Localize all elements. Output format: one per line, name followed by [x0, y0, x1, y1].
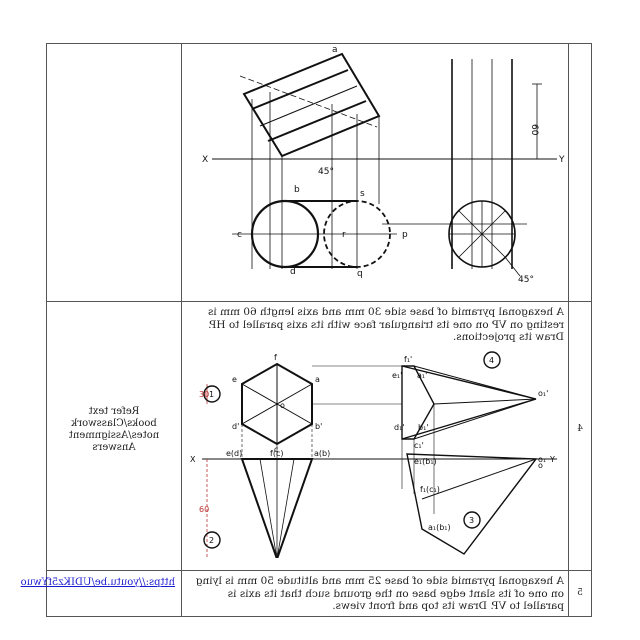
answer-cell: Refer text books/Classwork notes/Assignm…	[46, 301, 182, 571]
plan-point-c: c	[274, 445, 278, 454]
front-point-d1: d₁'	[394, 423, 404, 432]
table-row: 4 A hexagonal pyramid of base side 30 mm…	[46, 301, 592, 571]
point-a-label: a	[332, 45, 338, 55]
plan-point-f: f	[274, 353, 277, 362]
answer-cell: https://youtu.be/UDIKz5fYwuo	[20, 570, 182, 617]
front-point-c1: c₁'	[414, 441, 424, 450]
step-3-label: 3	[469, 516, 474, 525]
front-point-a1: a₁'	[417, 371, 427, 380]
xy-label-fc: f(c)	[270, 449, 283, 458]
point-s-label: s	[360, 189, 365, 199]
step-1-label: 1	[209, 390, 214, 399]
question-text: A hexagonal pyramid of base side 30 mm a…	[207, 306, 564, 343]
answer-table: 60 X Y a b c d p q r s 45° 45° 4	[20, 43, 592, 617]
question-cell: A hexagonal pyramid side of base 25 mm a…	[181, 570, 569, 617]
lower-label-o1: o₁	[538, 455, 546, 464]
y-axis-label: Y	[558, 155, 565, 165]
y-axis-label: Y	[549, 455, 555, 464]
figure-cell: 60 X Y a b c d p q r s 45° 45°	[181, 43, 569, 302]
video-link[interactable]: https://youtu.be/UDIKz5fYwuo	[20, 577, 175, 588]
point-c-label: c	[237, 230, 242, 240]
plan-point-a: a	[315, 375, 320, 384]
xy-label-ab: a(b)	[314, 449, 330, 458]
plan-point-e: e	[232, 375, 237, 384]
dim-60-label: 60	[529, 124, 539, 136]
row-number-cell: 4	[568, 301, 592, 571]
front-point-o1: o₁'	[538, 389, 548, 398]
plan-point-b: b'	[315, 422, 322, 431]
row-number-cell: 5	[568, 570, 592, 617]
dim-60-label: 60	[199, 505, 209, 514]
dim-30-label: 30	[199, 390, 209, 399]
answer-cell	[46, 43, 182, 302]
row-number: 4	[577, 424, 583, 434]
hexagonal-pyramid-figure: 30 60 1 2 3 4 X Y f a b' c d' e o o₁' a₁	[190, 350, 557, 568]
point-p-label: p	[402, 230, 408, 240]
x-axis-label: X	[190, 455, 196, 464]
point-q-label: q	[357, 269, 363, 279]
point-r-label: r	[342, 230, 346, 240]
question-text: A hexagonal pyramid side of base 25 mm a…	[195, 575, 564, 612]
step-2-label: 2	[209, 536, 214, 545]
angle-45-right-label: 45°	[518, 275, 534, 285]
front-point-e1: e₁'	[392, 371, 402, 380]
row-number: 5	[577, 588, 583, 598]
point-b-label: b	[294, 185, 300, 195]
step-4-label: 4	[489, 356, 494, 365]
point-d-label: d	[290, 267, 296, 277]
angle-45-label: 45°	[318, 167, 334, 177]
front-point-f1: f₁'	[404, 355, 412, 364]
row-number-cell	[568, 43, 592, 302]
plan-point-o: o	[280, 401, 285, 410]
table-row: 5 A hexagonal pyramid side of base 25 mm…	[20, 570, 592, 617]
lower-label-fc: f₁(c₁)	[420, 485, 440, 494]
xy-label-o: o	[538, 461, 543, 470]
x-axis-label: X	[202, 155, 208, 165]
table-row: 60 X Y a b c d p q r s 45° 45°	[46, 43, 592, 302]
question-cell: A hexagonal pyramid of base side 30 mm a…	[181, 301, 569, 571]
answer-reference-text: Refer text books/Classwork notes/Assignm…	[68, 406, 160, 453]
plan-point-d: d'	[232, 422, 239, 431]
lower-label-ab: a₁(b₁)	[428, 523, 451, 532]
cylinder-projection-figure: 60 X Y a b c d p q r s 45° 45°	[202, 45, 565, 285]
xy-label-ed: e(d)	[226, 449, 242, 458]
front-point-b1: b₁'	[418, 423, 428, 432]
lower-label-eb: e₁(b₁)	[414, 457, 437, 466]
